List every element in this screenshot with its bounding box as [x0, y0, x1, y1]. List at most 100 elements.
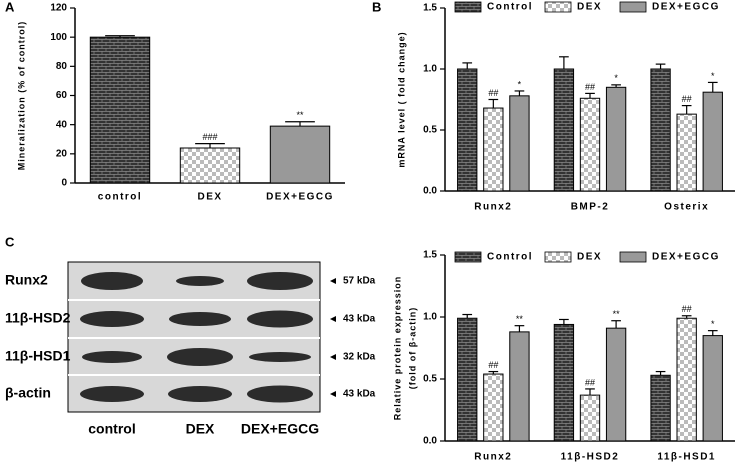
x-tick-label: 11β-HSD1	[657, 452, 716, 463]
bar	[457, 68, 478, 192]
y-tick-label: 40	[56, 119, 68, 130]
blot-band	[167, 348, 233, 366]
blot-band	[168, 386, 232, 402]
annotation: *	[614, 73, 618, 83]
panel-letter: A	[5, 0, 15, 14]
x-tick-label: Runx2	[474, 452, 512, 463]
protein-label: β-actin	[5, 385, 51, 401]
lane-label: DEX+EGCG	[241, 421, 319, 437]
legend-swatch	[454, 1, 482, 13]
blot-band	[247, 385, 313, 403]
bar	[509, 95, 530, 192]
bar	[702, 335, 723, 442]
annotation: ##	[682, 304, 692, 314]
size-label: 32 kDa	[343, 352, 376, 363]
bar	[89, 36, 151, 184]
x-tick-label: control	[98, 192, 142, 203]
bar	[269, 125, 331, 184]
y-tick-label: 100	[50, 32, 67, 43]
bar	[650, 374, 671, 442]
size-arrow	[330, 354, 336, 360]
legend-label: DEX+EGCG	[652, 252, 720, 263]
protein-label: 11β-HSD2	[5, 310, 71, 326]
annotation: ##	[488, 88, 498, 98]
size-arrow	[330, 316, 336, 322]
y-tick-label: 0	[61, 178, 67, 189]
annotation: **	[613, 309, 621, 319]
x-tick-label: 11β-HSD2	[561, 452, 620, 463]
y-tick-label: 1.5	[423, 250, 437, 261]
annotation: ##	[585, 377, 595, 387]
bar	[676, 113, 697, 192]
annotation: **	[296, 110, 304, 120]
bar	[483, 373, 504, 442]
y-tick-label: 120	[50, 3, 67, 14]
blot-band	[249, 352, 311, 362]
blot-band	[176, 276, 224, 286]
bar	[553, 68, 575, 192]
bar	[553, 323, 575, 442]
annotation: *	[711, 319, 715, 329]
blot-band	[82, 351, 142, 363]
bar	[457, 317, 478, 442]
y-tick-label: 1.0	[423, 64, 437, 75]
legend-swatch	[454, 251, 482, 263]
annotation: ##	[585, 82, 595, 92]
y-tick-label: 80	[56, 61, 68, 72]
y-tick-label: 60	[56, 90, 68, 101]
legend-label: DEX	[577, 252, 602, 263]
x-tick-label: Runx2	[474, 202, 512, 213]
legend-swatch	[544, 1, 572, 13]
y-axis-label: Relative protein expression	[392, 276, 402, 421]
x-tick-label: DEX	[197, 192, 222, 203]
y-tick-label: 1.0	[423, 312, 437, 323]
y-tick-label: 0.5	[423, 374, 437, 385]
y-tick-label: 1.5	[423, 3, 437, 14]
bar	[702, 91, 723, 192]
lane-label: DEX	[186, 421, 215, 437]
y-tick-label: 0.0	[423, 186, 437, 197]
blot-band	[247, 272, 313, 290]
bar	[509, 331, 530, 442]
y-axis-label: (fold of β-actin)	[407, 307, 417, 389]
y-axis-label: Mineralization (% of control)	[16, 21, 26, 171]
blot-band	[169, 312, 231, 326]
legend-swatch	[544, 251, 572, 263]
blot-band	[81, 272, 143, 290]
blot-band	[247, 310, 313, 328]
protein-label: Runx2	[5, 272, 48, 288]
y-tick-label: 20	[56, 148, 68, 159]
legend-swatch	[619, 251, 647, 263]
annotation: ###	[202, 132, 217, 142]
legend-swatch	[619, 1, 647, 13]
annotation: *	[711, 71, 715, 81]
blot-band	[80, 386, 144, 402]
panel-letter: B	[372, 0, 381, 14]
bar	[579, 97, 601, 192]
x-tick-label: Osterix	[664, 202, 709, 213]
size-label: 43 kDa	[343, 389, 376, 400]
bar	[676, 317, 697, 442]
size-arrow	[330, 391, 336, 397]
bar	[179, 147, 241, 184]
legend-label: DEX+EGCG	[652, 2, 720, 13]
annotation: ##	[682, 94, 692, 104]
x-tick-label: DEX+EGCG	[266, 192, 334, 203]
y-tick-label: 0.5	[423, 125, 437, 136]
y-axis-label: mRNA level ( fold change)	[396, 31, 406, 167]
bar	[579, 394, 601, 442]
y-tick-label: 0.0	[423, 436, 437, 447]
panel-letter: C	[5, 234, 15, 249]
size-label: 43 kDa	[343, 314, 376, 325]
annotation: *	[518, 79, 522, 89]
protein-label: 11β-HSD1	[5, 348, 71, 364]
bar	[650, 68, 671, 192]
size-label: 57 kDa	[343, 276, 376, 287]
bar	[605, 327, 627, 442]
annotation: **	[516, 314, 524, 324]
x-tick-label: BMP-2	[571, 202, 610, 213]
lane-label: control	[88, 421, 135, 437]
bar	[483, 107, 504, 192]
blot-band	[80, 311, 144, 327]
